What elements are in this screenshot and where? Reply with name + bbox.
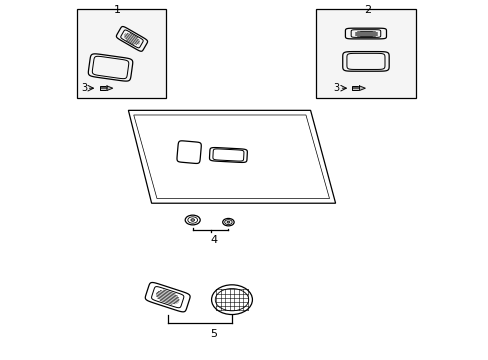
Polygon shape (359, 86, 365, 90)
Text: 2: 2 (364, 5, 370, 15)
Ellipse shape (226, 221, 229, 223)
Text: 1: 1 (114, 5, 121, 15)
Text: 4: 4 (210, 235, 217, 246)
Bar (100, 86, 107, 90)
Text: 3: 3 (332, 83, 339, 93)
Text: 3: 3 (81, 83, 87, 93)
Bar (352, 86, 359, 90)
Bar (77, 9, 165, 98)
Text: 5: 5 (210, 329, 217, 339)
Bar (315, 9, 415, 98)
Ellipse shape (185, 215, 200, 225)
Ellipse shape (222, 219, 234, 226)
Polygon shape (107, 86, 113, 90)
Ellipse shape (190, 219, 194, 221)
